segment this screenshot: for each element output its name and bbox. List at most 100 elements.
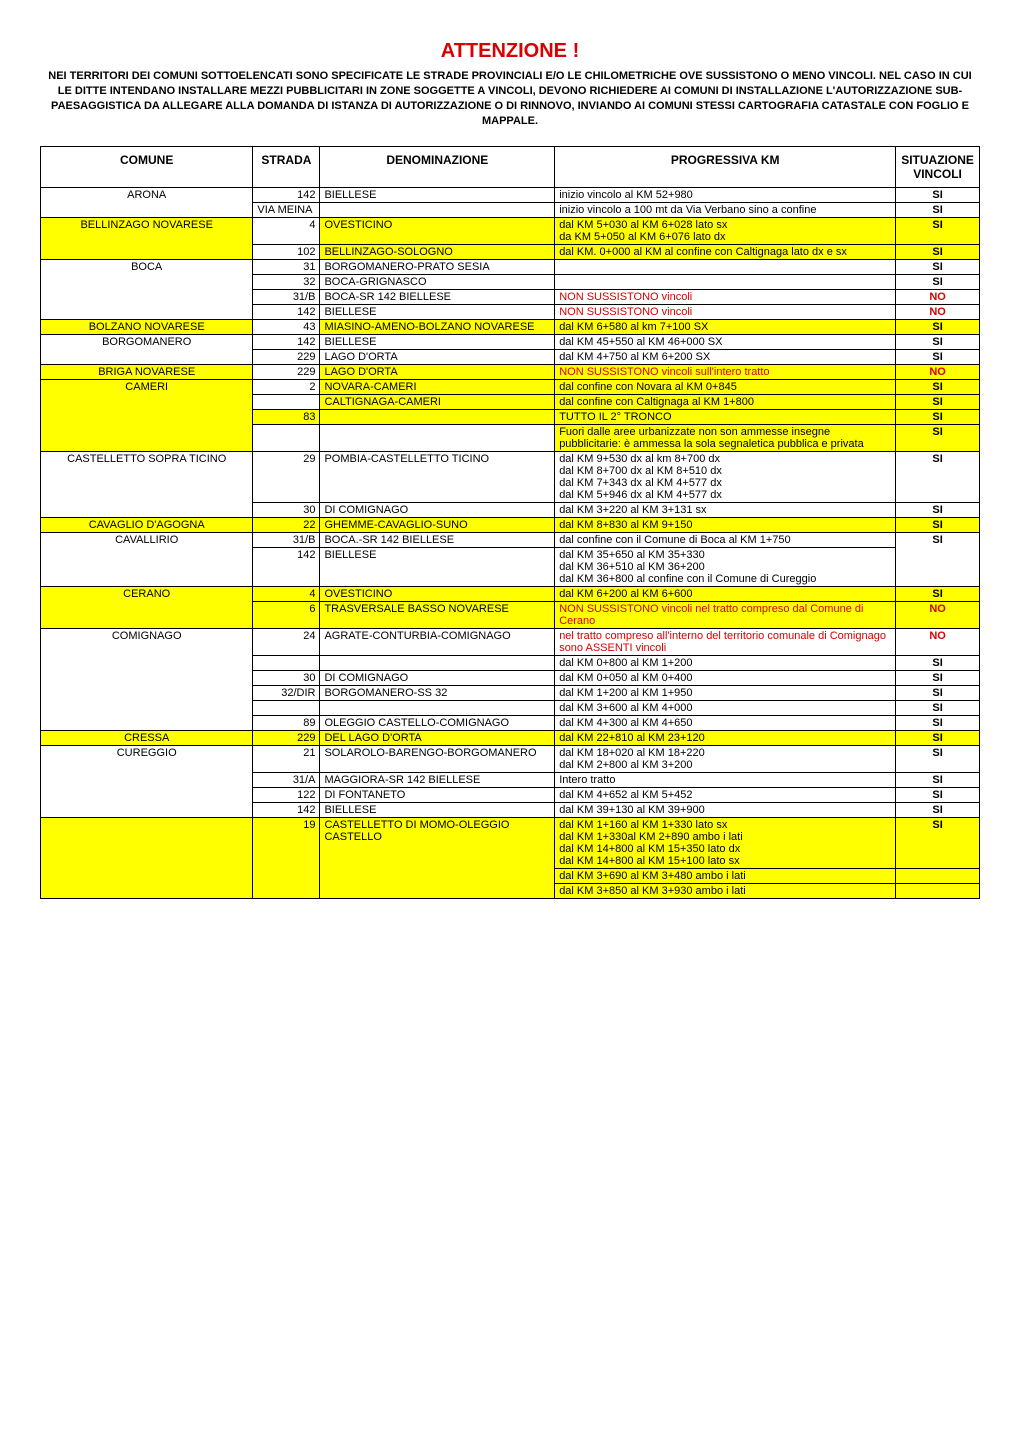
cell-vincoli: SI: [896, 587, 980, 602]
cell-vincoli: SI: [896, 188, 980, 203]
cell-strada: 229: [253, 731, 320, 746]
cell-vincoli: SI: [896, 380, 980, 395]
cell-vincoli: NO: [896, 290, 980, 305]
cell-strada: 29: [253, 452, 320, 503]
table-header-row: COMUNE STRADA DENOMINAZIONE PROGRESSIVA …: [41, 147, 980, 188]
cell-progressiva: TUTTO IL 2° TRONCO: [555, 410, 896, 425]
cell-vincoli: SI: [896, 803, 980, 818]
cell-denominazione: OLEGGIO CASTELLO-COMIGNAGO: [320, 716, 555, 731]
cell-strada: 4: [253, 218, 320, 245]
cell-denominazione: BORGOMANERO-PRATO SESIA: [320, 260, 555, 275]
cell-denominazione: BOCA-SR 142 BIELLESE: [320, 290, 555, 305]
table-row: CUREGGIO21SOLAROLO-BARENGO-BORGOMANEROda…: [41, 746, 980, 773]
cell-progressiva: NON SUSSISTONO vincoli nel tratto compre…: [555, 602, 896, 629]
cell-denominazione: [320, 410, 555, 425]
cell-denominazione: BELLINZAGO-SOLOGNO: [320, 245, 555, 260]
cell-strada: [253, 395, 320, 410]
table-row: CRESSA229DEL LAGO D'ORTAdal KM 22+810 al…: [41, 731, 980, 746]
cell-vincoli: SI: [896, 218, 980, 245]
cell-strada: 142: [253, 188, 320, 203]
table-row: BOLZANO NOVARESE43MIASINO-AMENO-BOLZANO …: [41, 320, 980, 335]
cell-denominazione: [320, 203, 555, 218]
cell-vincoli: NO: [896, 305, 980, 320]
cell-vincoli: SI: [896, 335, 980, 350]
cell-progressiva: dal KM 35+650 al KM 35+330 dal KM 36+510…: [555, 548, 896, 587]
cell-strada: 21: [253, 746, 320, 773]
cell-progressiva: dal KM. 0+000 al KM al confine con Calti…: [555, 245, 896, 260]
cell-vincoli: NO: [896, 365, 980, 380]
cell-denominazione: POMBIA-CASTELLETTO TICINO: [320, 452, 555, 503]
header-vincoli: SITUAZIONE VINCOLI: [896, 147, 980, 188]
cell-progressiva: dal KM 45+550 al KM 46+000 SX: [555, 335, 896, 350]
cell-progressiva: nel tratto compreso all'interno del terr…: [555, 629, 896, 656]
cell-vincoli: SI: [896, 410, 980, 425]
cell-denominazione: BIELLESE: [320, 188, 555, 203]
cell-denominazione: OVESTICINO: [320, 218, 555, 245]
cell-vincoli: SI: [896, 395, 980, 410]
cell-progressiva: dal KM 39+130 al KM 39+900: [555, 803, 896, 818]
cell-denominazione: BIELLESE: [320, 803, 555, 818]
cell-progressiva: inizio vincolo al KM 52+980: [555, 188, 896, 203]
cell-vincoli: [896, 869, 980, 884]
cell-strada: [253, 425, 320, 452]
cell-strada: 24: [253, 629, 320, 656]
cell-vincoli: SI: [896, 656, 980, 671]
cell-comune: BOLZANO NOVARESE: [41, 320, 253, 335]
cell-strada: 22: [253, 518, 320, 533]
cell-denominazione: LAGO D'ORTA: [320, 350, 555, 365]
cell-vincoli: SI: [896, 788, 980, 803]
cell-progressiva: [555, 260, 896, 275]
cell-vincoli: SI: [896, 203, 980, 218]
cell-strada: 83: [253, 410, 320, 425]
cell-progressiva: dal KM 22+810 al KM 23+120: [555, 731, 896, 746]
cell-progressiva: dal KM 3+600 al KM 4+000: [555, 701, 896, 716]
cell-strada: 142: [253, 335, 320, 350]
cell-vincoli: SI: [896, 818, 980, 869]
cell-strada: 32/DIR: [253, 686, 320, 701]
cell-progressiva: NON SUSSISTONO vincoli: [555, 290, 896, 305]
cell-vincoli: SI: [896, 533, 980, 587]
cell-strada: 142: [253, 305, 320, 320]
cell-comune: CAVALLIRIO: [41, 533, 253, 587]
cell-comune: CAVAGLIO D'AGOGNA: [41, 518, 253, 533]
cell-strada: VIA MEINA: [253, 203, 320, 218]
table-row: BORGOMANERO142BIELLESEdal KM 45+550 al K…: [41, 335, 980, 350]
cell-vincoli: SI: [896, 773, 980, 788]
cell-comune: BOCA: [41, 260, 253, 320]
header-progressiva: PROGRESSIVA KM: [555, 147, 896, 188]
cell-strada: 2: [253, 380, 320, 395]
cell-denominazione: [320, 656, 555, 671]
cell-comune: CERANO: [41, 587, 253, 629]
cell-progressiva: dal KM 0+050 al KM 0+400: [555, 671, 896, 686]
cell-vincoli: SI: [896, 701, 980, 716]
cell-progressiva: inizio vincolo a 100 mt da Via Verbano s…: [555, 203, 896, 218]
cell-progressiva: dal KM 5+030 al KM 6+028 lato sx da KM 5…: [555, 218, 896, 245]
table-row: CERANO4OVESTICINOdal KM 6+200 al KM 6+60…: [41, 587, 980, 602]
cell-comune: [41, 818, 253, 899]
cell-denominazione: LAGO D'ORTA: [320, 365, 555, 380]
cell-strada: 31/A: [253, 773, 320, 788]
cell-vincoli: [896, 884, 980, 899]
cell-denominazione: AGRATE-CONTURBIA-COMIGNAGO: [320, 629, 555, 656]
cell-progressiva: dal KM 4+300 al KM 4+650: [555, 716, 896, 731]
cell-vincoli: SI: [896, 731, 980, 746]
cell-progressiva: dal confine con Novara al KM 0+845: [555, 380, 896, 395]
cell-vincoli: SI: [896, 425, 980, 452]
cell-strada: 102: [253, 245, 320, 260]
cell-strada: 32: [253, 275, 320, 290]
header-strada: STRADA: [253, 147, 320, 188]
cell-progressiva: dal KM 18+020 al KM 18+220 dal KM 2+800 …: [555, 746, 896, 773]
cell-progressiva: dal KM 9+530 dx al km 8+700 dx dal KM 8+…: [555, 452, 896, 503]
cell-strada: [253, 656, 320, 671]
header-denominazione: DENOMINAZIONE: [320, 147, 555, 188]
cell-denominazione: SOLAROLO-BARENGO-BORGOMANERO: [320, 746, 555, 773]
page-title: ATTENZIONE !: [40, 40, 980, 63]
cell-progressiva: Intero tratto: [555, 773, 896, 788]
cell-denominazione: DI COMIGNAGO: [320, 503, 555, 518]
cell-progressiva: dal confine con il Comune di Boca al KM …: [555, 533, 896, 548]
cell-denominazione: BOCA.-SR 142 BIELLESE: [320, 533, 555, 548]
table-row: ARONA142BIELLESEinizio vincolo al KM 52+…: [41, 188, 980, 203]
cell-strada: 122: [253, 788, 320, 803]
vincoli-table: COMUNE STRADA DENOMINAZIONE PROGRESSIVA …: [40, 146, 980, 899]
cell-vincoli: NO: [896, 629, 980, 656]
